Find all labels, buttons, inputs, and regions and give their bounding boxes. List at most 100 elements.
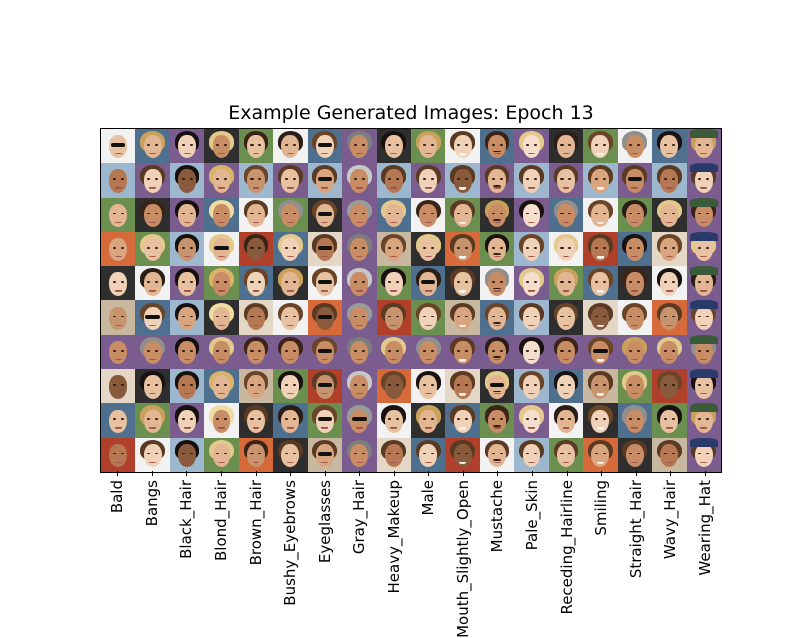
generated-face-image <box>479 197 515 232</box>
x-tick <box>532 471 533 476</box>
x-tick <box>636 471 637 476</box>
generated-face-image <box>204 334 239 370</box>
generated-face-image <box>204 437 239 472</box>
generated-face-image <box>514 403 549 438</box>
generated-face-image <box>376 437 411 472</box>
generated-face-image <box>169 231 205 267</box>
generated-face-image <box>410 334 446 370</box>
generated-face-image <box>238 300 274 335</box>
generated-face-image <box>686 163 721 198</box>
generated-face-image <box>101 231 136 267</box>
generated-face-image <box>169 369 205 404</box>
generated-face-image <box>686 129 721 164</box>
generated-face-image <box>169 163 205 198</box>
generated-face-image <box>514 231 549 267</box>
generated-face-image <box>342 334 377 370</box>
generated-face-image <box>238 334 274 370</box>
generated-face-image <box>652 129 687 164</box>
generated-face-image <box>169 266 205 301</box>
generated-face-image <box>101 369 136 404</box>
generated-face-image <box>686 266 721 301</box>
generated-face-image <box>583 129 618 164</box>
generated-face-image <box>135 334 170 370</box>
generated-face-image <box>376 231 411 267</box>
generated-face-image <box>617 231 653 267</box>
generated-face-image <box>514 266 549 301</box>
x-tick <box>670 471 671 476</box>
generated-face-image <box>342 163 377 198</box>
generated-face-image <box>376 403 411 438</box>
generated-face-image <box>479 369 515 404</box>
x-tick-label: Mouth_Slightly_Open <box>454 480 472 638</box>
generated-face-image <box>583 266 618 301</box>
generated-face-image <box>238 129 274 164</box>
generated-face-image <box>273 334 308 370</box>
generated-face-image <box>410 403 446 438</box>
generated-face-image <box>135 437 170 472</box>
generated-face-image <box>204 403 239 438</box>
x-tick-label: Gray_Hair <box>350 480 368 555</box>
generated-face-image <box>479 266 515 301</box>
generated-face-image <box>652 231 687 267</box>
x-tick-label: Eyeglasses <box>316 480 334 564</box>
generated-face-image <box>376 369 411 404</box>
generated-face-image <box>410 369 446 404</box>
generated-face-image <box>169 437 205 472</box>
generated-face-image <box>479 129 515 164</box>
x-tick <box>359 471 360 476</box>
x-tick-label: Black_Hair <box>177 480 195 559</box>
generated-face-image <box>479 403 515 438</box>
x-tick-label: Bushy_Eyebrows <box>281 480 299 606</box>
generated-face-image <box>342 300 377 335</box>
generated-face-image <box>238 403 274 438</box>
face-image-grid <box>101 129 721 472</box>
x-tick-label: Pale_Skin <box>523 480 541 551</box>
x-tick <box>290 471 291 476</box>
generated-face-image <box>583 197 618 232</box>
generated-face-image <box>445 300 480 335</box>
x-tick <box>428 471 429 476</box>
x-tick <box>567 471 568 476</box>
generated-face-image <box>342 403 377 438</box>
generated-face-image <box>101 129 136 164</box>
generated-face-image <box>617 334 653 370</box>
generated-face-image <box>204 266 239 301</box>
generated-face-image <box>686 403 721 438</box>
generated-face-image <box>445 129 480 164</box>
generated-face-image <box>169 334 205 370</box>
generated-face-image <box>135 129 170 164</box>
x-tick <box>117 471 118 476</box>
generated-face-image <box>342 369 377 404</box>
generated-face-image <box>445 334 480 370</box>
generated-face-image <box>273 163 308 198</box>
generated-face-image <box>376 197 411 232</box>
generated-face-image <box>514 437 549 472</box>
x-tick-label: Mustache <box>488 480 506 553</box>
generated-face-image <box>652 300 687 335</box>
figure: Example Generated Images: Epoch 13 Bald B… <box>100 102 722 638</box>
generated-face-image <box>307 437 343 472</box>
generated-face-image <box>617 300 653 335</box>
x-tick <box>705 471 706 476</box>
generated-face-image <box>307 369 343 404</box>
generated-face-image <box>101 163 136 198</box>
generated-face-image <box>376 300 411 335</box>
x-tick-label: Bangs <box>143 480 161 527</box>
generated-face-image <box>445 437 480 472</box>
generated-face-image <box>101 334 136 370</box>
generated-face-image <box>169 403 205 438</box>
generated-face-image <box>376 129 411 164</box>
generated-face-image <box>238 197 274 232</box>
generated-face-image <box>686 300 721 335</box>
generated-face-image <box>273 231 308 267</box>
generated-face-image <box>273 403 308 438</box>
generated-face-image <box>204 369 239 404</box>
x-tick <box>394 471 395 476</box>
generated-face-image <box>548 163 584 198</box>
generated-face-image <box>514 334 549 370</box>
generated-face-image <box>273 129 308 164</box>
generated-face-image <box>135 163 170 198</box>
generated-face-image <box>686 369 721 404</box>
generated-face-image <box>548 334 584 370</box>
x-tick-label: Brown_Hair <box>247 480 265 566</box>
